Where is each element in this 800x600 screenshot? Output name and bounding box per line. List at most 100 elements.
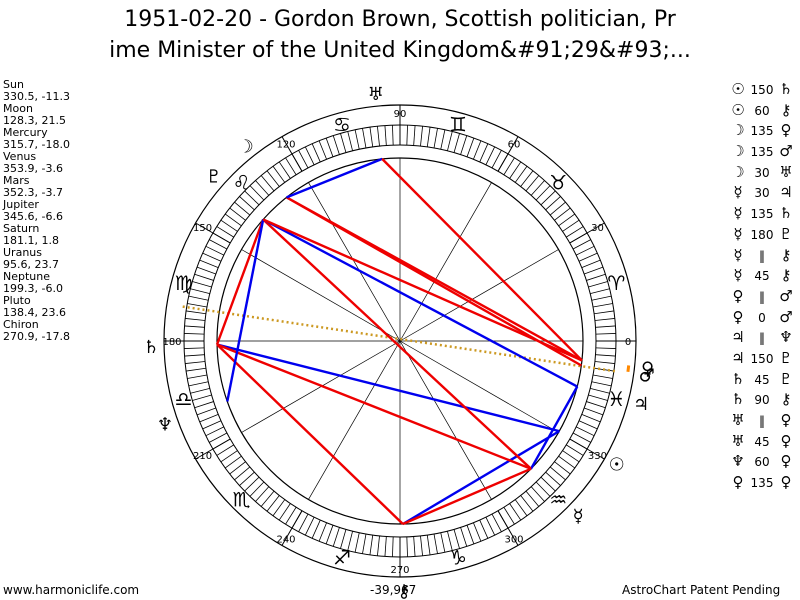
degree-tick bbox=[575, 426, 595, 437]
degree-tick bbox=[209, 239, 228, 250]
degree-label: 120 bbox=[276, 140, 295, 151]
degree-label: 300 bbox=[504, 534, 523, 545]
degree-tick bbox=[562, 450, 580, 463]
aspect-list: ☉ 150 ♄ ☉ 60 ⚷ ☽ 135 ♀ ☽ 135 ♂ ☽ 30 ♅ ☿ 30 ♃ ☿ 135 ♄ ☿ 180 ♇ ☿ ‖ ⚷… bbox=[728, 79, 796, 493]
degree-tick bbox=[362, 533, 367, 554]
planet-name-pluto: Pluto bbox=[3, 294, 31, 307]
aspect-planet-1-icon: ♀ bbox=[732, 286, 744, 305]
degree-tick bbox=[244, 190, 260, 206]
degree-tick bbox=[184, 354, 205, 357]
sector-divider bbox=[195, 222, 231, 244]
degree-tick bbox=[562, 219, 580, 232]
degree-tick bbox=[340, 133, 347, 153]
planet-position-list: Sun 330.5, -11.3 Moon 128.3, 21.5 Mercury 315… bbox=[3, 79, 70, 343]
degree-tick bbox=[187, 303, 208, 308]
planet-name-uranus: Uranus bbox=[3, 246, 42, 259]
degree-tick bbox=[285, 157, 297, 175]
degree-tick bbox=[272, 166, 286, 183]
aspect-row: ♃ ‖ ♆ bbox=[728, 327, 796, 348]
degree-tick bbox=[586, 273, 606, 281]
sector-divider bbox=[281, 136, 303, 172]
aspect-value: 45 bbox=[754, 269, 770, 284]
degree-tick bbox=[199, 259, 219, 268]
aspect-value: 135 bbox=[750, 476, 774, 491]
aspect-row: ♄ 45 ♇ bbox=[728, 369, 796, 390]
degree-tick bbox=[514, 166, 528, 183]
degree-tick bbox=[503, 157, 515, 175]
degree-tick bbox=[199, 414, 219, 423]
zodiac-sign-icon: ♑ bbox=[449, 545, 467, 569]
degree-tick bbox=[590, 288, 610, 294]
aspect-row: ☿ 30 ♃ bbox=[728, 182, 796, 203]
degree-tick bbox=[535, 185, 551, 201]
aspect-value: 0 bbox=[758, 310, 766, 325]
aspect-value: 60 bbox=[754, 103, 770, 118]
chart-title-line-1: 1951-02-20 - Gordon Brown, Scottish poli… bbox=[124, 7, 676, 32]
zodiac-sign-icon: ♓ bbox=[607, 387, 625, 411]
degree-tick bbox=[590, 388, 610, 394]
planet-name-mercury: Mercury bbox=[3, 126, 48, 139]
degree-tick bbox=[578, 420, 598, 430]
degree-tick bbox=[347, 531, 353, 551]
aspect-planet-2-icon: ♇ bbox=[779, 224, 793, 243]
aspect-value: 150 bbox=[750, 83, 774, 97]
degree-tick bbox=[426, 535, 431, 555]
planet-saturn-icon: ♄ bbox=[143, 337, 159, 358]
degree-tick bbox=[187, 374, 208, 379]
footer-center-value: -39,967 bbox=[370, 583, 417, 597]
aspect-value: 180 bbox=[750, 227, 774, 242]
degree-tick bbox=[304, 516, 315, 536]
degree-tick bbox=[540, 476, 556, 492]
aspect-planet-1-icon: ♀ bbox=[732, 473, 744, 492]
degree-tick bbox=[509, 161, 522, 179]
planet-name-chiron: Chiron bbox=[3, 318, 39, 331]
degree-tick bbox=[184, 333, 205, 335]
degree-label: 210 bbox=[193, 451, 212, 462]
aspect-planet-2-icon: ♄ bbox=[779, 204, 793, 223]
degree-tick bbox=[202, 252, 222, 262]
aspect-planet-2-icon: ♂ bbox=[779, 307, 793, 326]
degree-tick bbox=[311, 143, 321, 163]
aspect-line bbox=[216, 343, 560, 433]
house-spoke bbox=[308, 182, 401, 342]
aspect-planet-2-icon: ⚷ bbox=[780, 266, 792, 285]
degree-tick bbox=[433, 128, 438, 149]
degree-tick bbox=[572, 239, 591, 250]
zodiac-sign-icon: ♊ bbox=[449, 113, 467, 137]
degree-tick bbox=[186, 367, 206, 372]
aspect-row: ☿ 45 ⚷ bbox=[728, 265, 796, 286]
planet-sun-icon: ☉ bbox=[609, 455, 625, 476]
degree-tick bbox=[485, 146, 496, 166]
footer-website: www.harmoniclife.com bbox=[3, 583, 140, 597]
degree-tick bbox=[384, 536, 387, 557]
degree-tick bbox=[581, 259, 601, 268]
aspect-planet-2-icon: ♅ bbox=[779, 162, 793, 181]
degree-tick bbox=[554, 461, 571, 475]
aspect-line bbox=[402, 467, 532, 526]
aspect-value: 90 bbox=[754, 393, 770, 408]
degree-tick bbox=[196, 266, 216, 275]
zodiac-sign-icon: ♏ bbox=[233, 487, 251, 511]
chart-title-line-2: ime Minister of the United Kingdom&#91;2… bbox=[109, 38, 691, 63]
aspect-row: ♆ 60 ♀ bbox=[728, 451, 796, 472]
aspect-row: ♅ ‖ ♀ bbox=[728, 410, 796, 431]
degree-tick bbox=[540, 190, 556, 206]
degree-tick bbox=[413, 536, 416, 557]
aspect-value: 45 bbox=[754, 434, 770, 449]
planet-coords-uranus: 95.6, 23.7 bbox=[3, 258, 59, 271]
degree-label: 0 bbox=[625, 337, 631, 348]
aspect-planet-1-icon: ☿ bbox=[733, 204, 743, 223]
aspect-value: ‖ bbox=[759, 248, 765, 263]
degree-tick bbox=[384, 125, 387, 146]
planet-name-moon: Moon bbox=[3, 102, 33, 115]
aspect-value: 30 bbox=[754, 165, 770, 180]
degree-tick bbox=[260, 175, 275, 192]
degree-tick bbox=[595, 325, 616, 328]
degree-tick bbox=[503, 507, 515, 525]
degree-tick bbox=[420, 535, 423, 556]
aspect-row: ♀ 0 ♂ bbox=[728, 307, 796, 328]
aspect-value: 135 bbox=[750, 124, 774, 139]
degree-tick bbox=[566, 226, 584, 238]
aspect-planet-2-icon: ♀ bbox=[780, 431, 792, 450]
degree-tick bbox=[318, 522, 327, 542]
